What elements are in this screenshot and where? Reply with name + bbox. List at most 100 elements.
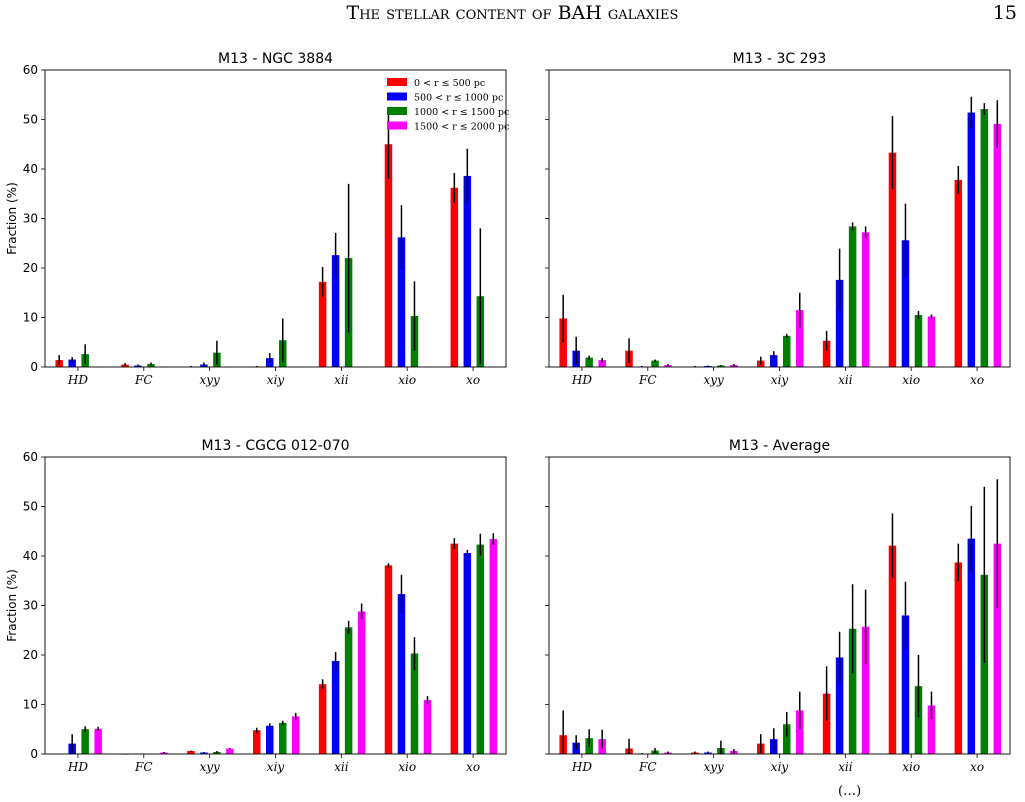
bar xyxy=(783,335,791,367)
bar xyxy=(796,310,804,367)
bar xyxy=(861,232,870,367)
bar xyxy=(796,710,804,754)
bar xyxy=(292,716,300,754)
x-tick-label: FC xyxy=(134,760,153,774)
bar xyxy=(279,722,287,754)
bar xyxy=(835,279,844,367)
x-tick-label: xiy xyxy=(267,760,285,774)
bar xyxy=(476,544,485,754)
bar xyxy=(927,316,936,367)
bar xyxy=(888,152,897,367)
legend-label: 0 < r ≤ 500 pc xyxy=(414,78,485,89)
y-tick-label: 50 xyxy=(23,500,38,514)
bar xyxy=(848,628,857,754)
footer-fragment: (…) xyxy=(838,784,862,799)
x-tick-label: FC xyxy=(638,760,657,774)
bar xyxy=(397,594,406,754)
legend: 0 < r ≤ 500 pc 500 < r ≤ 1000 pc 1000 < r … xyxy=(387,78,509,133)
x-tick-label: FC xyxy=(638,373,657,387)
chart-panel-1: M13 - NGC 3884 0 10 20 30 40 50 60 Fraction (%) H… xyxy=(5,51,509,387)
x-tick-label: HD xyxy=(571,760,592,774)
bar xyxy=(450,543,459,754)
bar xyxy=(463,175,472,367)
plot-frame xyxy=(548,456,1011,755)
legend-label: 1000 < r ≤ 1500 pc xyxy=(414,107,509,118)
bar xyxy=(927,705,936,754)
y-tick-label: 60 xyxy=(23,63,38,77)
y-tick-label: 40 xyxy=(23,549,38,563)
x-tick-label: xio xyxy=(398,373,416,387)
bar xyxy=(384,144,393,367)
bar xyxy=(489,539,498,754)
x-tick-label: HD xyxy=(67,373,88,387)
legend-label: 500 < r ≤ 1000 pc xyxy=(414,93,503,104)
page-number: 15 xyxy=(992,2,1017,24)
bar xyxy=(822,693,831,754)
y-tick-label: 60 xyxy=(23,450,38,464)
bar xyxy=(81,729,89,754)
bar xyxy=(901,240,910,367)
legend-swatch xyxy=(387,78,407,86)
bar xyxy=(598,360,606,367)
bar xyxy=(410,653,419,754)
bar xyxy=(651,360,659,367)
chart-title: M13 - 3C 293 xyxy=(733,51,827,67)
chart-title: M13 - NGC 3884 xyxy=(218,51,333,67)
x-tick-label: xo xyxy=(970,760,984,774)
x-tick-label: xio xyxy=(902,373,920,387)
bar xyxy=(980,109,989,367)
legend-swatch xyxy=(387,92,407,101)
x-tick-label: xyy xyxy=(199,373,220,387)
x-tick-label: HD xyxy=(571,373,592,387)
bar xyxy=(835,657,844,754)
bar xyxy=(318,684,327,754)
bar xyxy=(318,281,327,367)
y-tick-label: 30 xyxy=(23,212,38,226)
y-tick-label: 20 xyxy=(23,648,38,662)
x-tick-label: xo xyxy=(970,373,984,387)
x-tick-label: xiy xyxy=(267,373,285,387)
bar xyxy=(384,565,393,754)
x-tick-label: xo xyxy=(466,373,480,387)
legend-label: 1500 < r ≤ 2000 pc xyxy=(414,122,509,133)
bar xyxy=(993,123,1002,367)
x-tick-label: xiy xyxy=(771,760,789,774)
bar xyxy=(770,355,778,367)
bar xyxy=(559,318,567,367)
bar xyxy=(585,357,593,367)
bar xyxy=(901,615,910,754)
bar xyxy=(187,751,195,754)
chart-title: M13 - Average xyxy=(729,438,830,454)
x-tick-label: xii xyxy=(334,373,349,387)
bar xyxy=(160,752,168,754)
x-tick-label: xyy xyxy=(199,760,220,774)
bar xyxy=(822,340,831,367)
chart-title: M13 - CGCG 012-070 xyxy=(201,438,349,454)
x-tick-label: xii xyxy=(334,760,349,774)
bar xyxy=(344,627,353,754)
running-title: The stellar content of BAH galaxies xyxy=(346,2,679,24)
bar xyxy=(717,365,725,367)
x-tick-label: FC xyxy=(134,373,153,387)
bar xyxy=(200,752,208,754)
y-tick-label: 0 xyxy=(30,747,38,761)
x-tick-label: xyy xyxy=(703,373,724,387)
y-tick-label: 30 xyxy=(23,599,38,613)
bar xyxy=(980,574,989,754)
plot-frame xyxy=(548,69,1011,368)
bar xyxy=(783,724,791,754)
y-tick-label: 40 xyxy=(23,162,38,176)
x-tick-label: xio xyxy=(902,760,920,774)
chart-panel-2: M13 - 3C 293 HD FC xyy xiy xii xio xo xyxy=(545,51,1011,387)
legend-swatch xyxy=(387,121,407,130)
x-tick-label: xiy xyxy=(771,373,789,387)
page-header: The stellar content of BAH galaxies 15 xyxy=(0,0,1025,40)
x-tick-label: xii xyxy=(838,373,853,387)
y-tick-label: 0 xyxy=(30,360,38,374)
y-tick-label: 20 xyxy=(23,261,38,275)
bar xyxy=(226,748,234,754)
bar xyxy=(993,543,1002,754)
bar xyxy=(954,179,963,367)
bar xyxy=(861,626,870,754)
